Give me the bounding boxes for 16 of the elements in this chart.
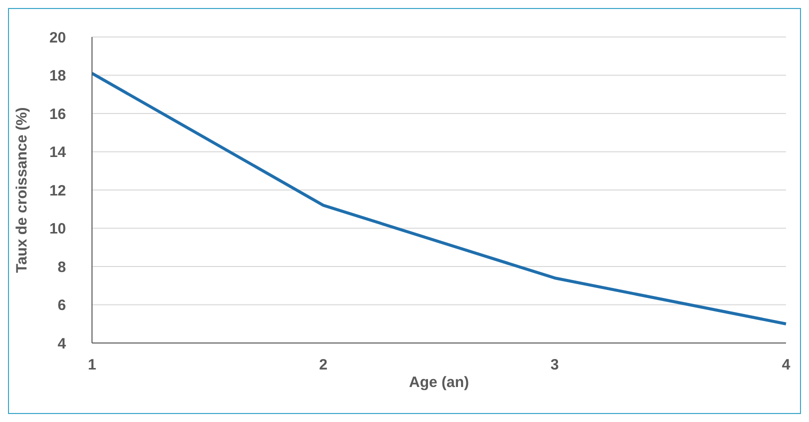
x-tick-label: 2 [319,356,328,374]
line-series [90,72,788,326]
x-tick-label: 3 [550,356,559,374]
x-tick-label: 1 [88,356,96,374]
y-tick-label: 6 [58,297,66,314]
y-tick-label: 14 [49,144,67,162]
y-tick-label: 4 [58,335,67,352]
x-axis-title: Age (an) [409,374,470,391]
y-tick-label: 16 [49,106,66,123]
y-tick-label: 20 [49,29,66,46]
y-tick-label: 18 [49,68,66,85]
y-axis-title: Taux de croissance (%) [13,107,30,273]
y-tick-label: 8 [58,258,66,276]
x-tick-label: 4 [782,356,791,374]
y-tick-label: 12 [49,182,66,200]
y-tick-label: 10 [49,220,66,238]
